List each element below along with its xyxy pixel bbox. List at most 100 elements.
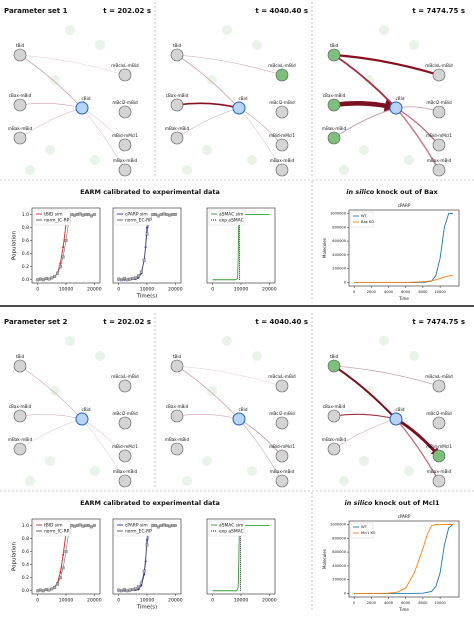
time-label: t = 202.02 s — [103, 7, 151, 15]
data-point — [81, 524, 85, 528]
faint-node — [252, 40, 262, 50]
y-tick-label: 0.0 — [22, 277, 29, 283]
data-point — [156, 214, 160, 218]
data-point — [78, 212, 82, 216]
node — [275, 138, 289, 152]
node-label: cBax-mBid — [166, 93, 189, 98]
network: tBid mBclxL-mBid cBax-mBid cBid mBcl2-mBid mB… — [165, 336, 296, 488]
legend-label: tBID sim — [44, 212, 63, 218]
node-label: tBid — [173, 43, 182, 48]
edge — [176, 365, 240, 420]
node-label: mBax-mBid — [427, 158, 452, 163]
data-point — [122, 587, 126, 591]
x-axis-label: Time(s) — [136, 294, 158, 300]
data-point — [64, 239, 68, 243]
node-label: cBax-mBid — [166, 404, 189, 409]
x-tick-label: 10000 — [59, 287, 74, 293]
data-point — [53, 586, 57, 589]
time-label: t = 7474.75 s — [412, 318, 465, 326]
node — [275, 68, 289, 82]
x-tick-label: 2000 — [367, 601, 377, 605]
x-tick-label: 8000 — [418, 290, 428, 294]
y-tick-label: 1.0 — [22, 523, 29, 529]
node — [118, 449, 132, 463]
x-tick-label: 20000 — [262, 598, 277, 604]
data-point — [84, 213, 88, 216]
edge — [333, 365, 440, 387]
plot-frame — [348, 209, 460, 287]
data-point — [120, 589, 123, 593]
y-tick-label: 0.4 — [22, 562, 29, 568]
node-label: mBcl2-mBid — [269, 411, 295, 416]
legend-label: exp aSMAC — [219, 529, 244, 535]
x-tick-label: 0 — [36, 287, 39, 293]
data-point — [165, 524, 169, 527]
faint-node — [182, 476, 192, 486]
faint-node — [364, 75, 374, 85]
data-point — [159, 213, 163, 216]
data-point — [145, 543, 149, 547]
y-tick-label: 1.0 — [22, 212, 29, 218]
node — [13, 442, 27, 456]
edge — [19, 365, 83, 420]
network: tBid mBclxL-mBid cBax-mBid cBid mBcl2-mBid mB… — [8, 25, 139, 177]
faint-node — [339, 165, 349, 175]
x-tick-label: 6000 — [401, 601, 411, 605]
node-label: mBax-mBid — [270, 469, 295, 474]
faint-node — [379, 336, 389, 346]
faint-node — [247, 155, 257, 165]
node — [432, 379, 446, 393]
legend-box — [208, 209, 246, 226]
data-point — [56, 582, 59, 586]
legend-box — [114, 209, 152, 226]
time-label: t = 4040.40 s — [255, 7, 308, 15]
y-axis-label: Population — [12, 542, 18, 571]
data-point — [134, 587, 138, 591]
node — [13, 131, 27, 145]
network: tBid mBclxL-mBid cBax-mBid cBid mBcl2-mBid mB… — [165, 25, 296, 177]
node-label: mBak-mBid — [165, 126, 190, 131]
data-point — [41, 589, 45, 593]
faint-node — [90, 466, 100, 476]
data-point — [92, 213, 96, 216]
node-label: cBax-mBid — [323, 404, 346, 409]
node — [432, 163, 446, 177]
legend-label: WT — [361, 214, 368, 218]
data-point — [47, 277, 51, 281]
y-tick-label: 0.4 — [22, 251, 29, 257]
network: tBid mBclxL-mBid cBax-mBid cBid mBcl2-mBid mB… — [8, 336, 139, 488]
faint-node — [207, 75, 217, 85]
data-point — [56, 271, 59, 275]
x-tick-label: 10000 — [140, 287, 155, 293]
data-point — [154, 524, 157, 527]
faint-node — [45, 145, 55, 155]
x-tick-label: 10000 — [434, 601, 446, 605]
node — [327, 409, 341, 423]
data-point — [131, 276, 135, 280]
data-point — [146, 538, 148, 541]
node — [232, 412, 246, 426]
faint-node — [182, 165, 192, 175]
edge — [176, 54, 240, 109]
node-label: mBak-mBid — [8, 437, 33, 442]
node-label: mBak-mBid — [322, 126, 347, 131]
node-label: mBax-mBid — [427, 469, 452, 474]
x-axis-label: Time(s) — [136, 605, 158, 611]
data-point — [44, 587, 48, 591]
edge — [176, 365, 283, 387]
node-label: cBid — [82, 407, 91, 412]
node — [432, 138, 446, 152]
data-point — [173, 213, 177, 216]
legend-box — [208, 520, 246, 537]
x-tick-label: 10000 — [140, 598, 155, 604]
faint-node — [207, 386, 217, 396]
data-point — [70, 524, 74, 527]
node-label: cBid — [396, 407, 405, 412]
y-tick-label: 0 — [344, 592, 347, 596]
node — [327, 98, 341, 112]
data-point — [62, 246, 65, 249]
node-label: tBid — [330, 354, 339, 359]
data-point — [125, 589, 129, 593]
y-axis-label: Molecules — [322, 549, 327, 569]
knockout-title-italic: in silico — [345, 499, 374, 507]
